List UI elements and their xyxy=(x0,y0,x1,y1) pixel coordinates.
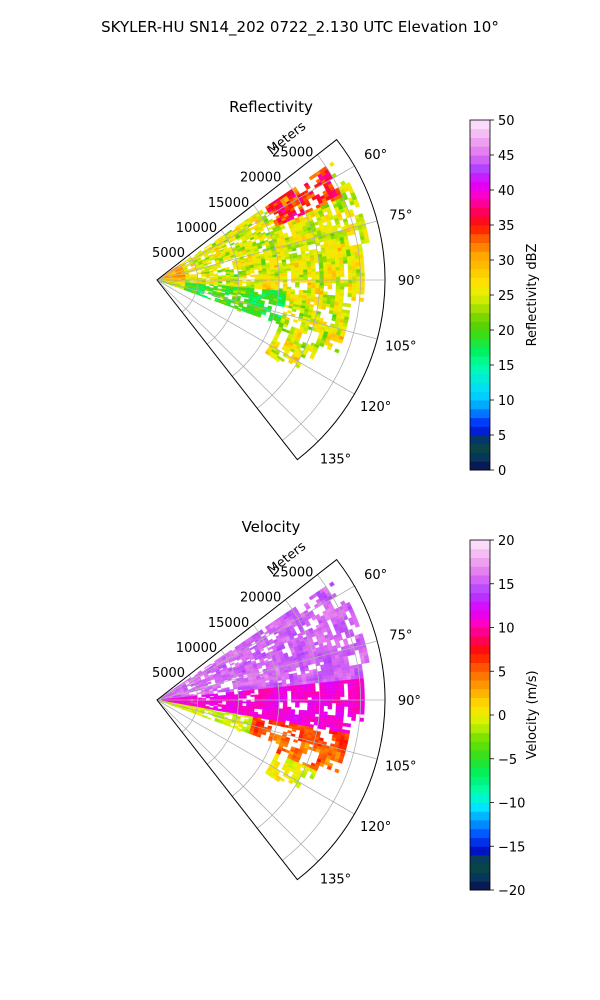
range-ring xyxy=(257,599,321,829)
azimuth-tick-label: 60° xyxy=(364,148,387,163)
colorbar-tick-label: −5 xyxy=(498,753,517,768)
range-ring xyxy=(282,154,361,441)
azimuth-tick-label: 120° xyxy=(360,820,391,835)
colorbar-tick-label: 10 xyxy=(498,622,515,637)
azimuth-gridline xyxy=(156,279,378,340)
reflectivity-panel: Reflectivity 5000 10000 15000 20000 25000 60° 7… xyxy=(152,98,540,479)
colorbar-tick-label: 45 xyxy=(498,149,515,164)
radial-tick-label: 20000 xyxy=(240,171,281,186)
azimuth-tick-label: 120° xyxy=(360,400,391,415)
azimuth-tick-label: 135° xyxy=(320,452,351,467)
azimuth-tick-label: 105° xyxy=(385,339,416,354)
colorbar-tick-label: 0 xyxy=(498,709,506,724)
range-ring xyxy=(206,649,239,765)
colorbar-tick-label: 15 xyxy=(498,578,515,593)
colorbar-tick-label: 35 xyxy=(498,219,515,234)
colorbar-label: Reflectivity dBZ xyxy=(525,244,540,347)
azimuth-tick-label: 135° xyxy=(320,872,351,887)
range-ring xyxy=(181,254,199,313)
colorbar-tick-label: 30 xyxy=(498,254,515,269)
figure-suptitle: SKYLER-HU SN14_202 0722_2.130 UTC Elevat… xyxy=(101,18,499,37)
range-ring xyxy=(206,229,239,345)
colorbar-tick-label: 25 xyxy=(498,289,515,304)
range-ring xyxy=(257,179,321,409)
colorbar-tick-label: 15 xyxy=(498,359,515,374)
sector-outline xyxy=(156,558,386,881)
colorbar-tick-label: −20 xyxy=(498,884,525,899)
azimuth-gridline xyxy=(156,699,378,760)
range-ring xyxy=(231,624,280,797)
colorbar-tick-label: 50 xyxy=(498,114,515,129)
colorbar-tick-label: 5 xyxy=(498,665,506,680)
radial-tick-label: 20000 xyxy=(240,591,281,606)
colorbar-label: Velocity (m/s) xyxy=(525,670,540,759)
azimuth-gridline xyxy=(156,699,355,815)
azimuth-gridline xyxy=(156,279,355,395)
azimuth-tick-label: 105° xyxy=(385,759,416,774)
azimuth-gridline xyxy=(156,640,378,701)
radial-tick-label: 25000 xyxy=(272,566,313,581)
radial-tick-label: 15000 xyxy=(208,196,249,211)
radial-tick-label: 10000 xyxy=(176,641,217,656)
colorbar-tick-label: 20 xyxy=(498,534,515,549)
colorbar: 0 5 10 15 20 25 30 35 40 45 50 Reflectivity dBZ xyxy=(469,114,540,479)
data-field xyxy=(160,161,370,369)
azimuth-gridline xyxy=(156,279,319,442)
radial-tick-label: 10000 xyxy=(176,221,217,236)
range-ring xyxy=(231,204,280,377)
panel-title: Velocity xyxy=(242,518,301,536)
colorbar-tick-label: 40 xyxy=(498,184,515,199)
range-ring xyxy=(282,574,361,861)
radial-tick-label: 25000 xyxy=(272,146,313,161)
radial-tick-label: 5000 xyxy=(152,666,185,681)
colorbar-tick-label: −15 xyxy=(498,840,525,855)
data-field xyxy=(160,581,370,789)
velocity-panel: Velocity 5000 10000 15000 20000 25000 60° 75° 90… xyxy=(152,518,540,899)
azimuth-tick-label: 90° xyxy=(398,694,421,709)
colorbar-tick-label: 5 xyxy=(498,429,506,444)
azimuth-tick-label: 60° xyxy=(364,568,387,583)
azimuth-tick-label: 75° xyxy=(389,209,412,224)
azimuth-gridline xyxy=(156,165,355,281)
azimuth-gridline xyxy=(156,699,319,862)
azimuth-gridline xyxy=(156,585,355,701)
radial-tick-label: 5000 xyxy=(152,246,185,261)
azimuth-gridline xyxy=(156,220,378,281)
colorbar-tick-label: 10 xyxy=(498,394,515,409)
azimuth-tick-label: 90° xyxy=(398,274,421,289)
range-ring xyxy=(181,674,199,733)
colorbar-tick-label: −10 xyxy=(498,797,525,812)
colorbar-tick-label: 0 xyxy=(498,464,506,479)
colorbar-tick-label: 20 xyxy=(498,324,515,339)
azimuth-tick-label: 75° xyxy=(389,629,412,644)
sector-outline xyxy=(156,138,386,461)
radial-tick-label: 15000 xyxy=(208,616,249,631)
panel-title: Reflectivity xyxy=(229,98,313,116)
colorbar: −20 −15 −10 −5 0 5 10 15 20 Velocity (m/s) xyxy=(469,534,540,899)
